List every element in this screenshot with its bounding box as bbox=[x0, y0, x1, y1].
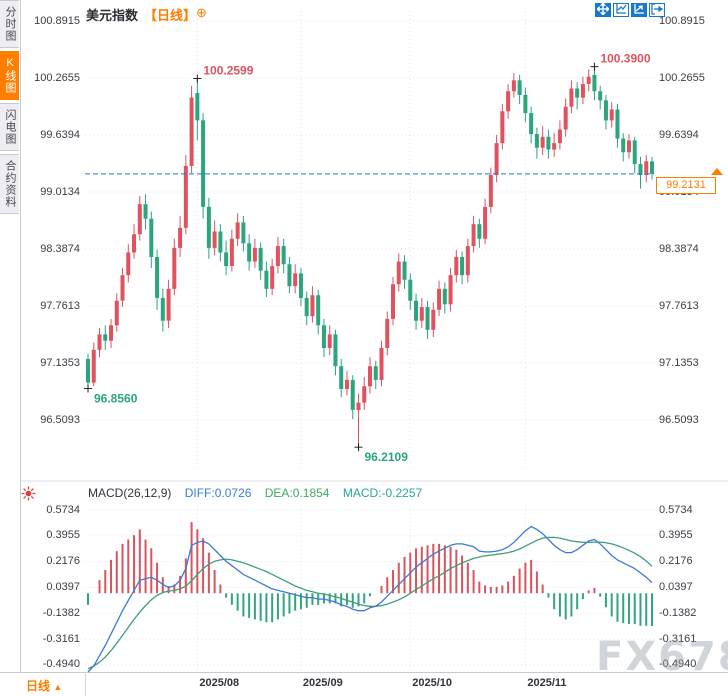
price-axis-label-right: 97.1353 bbox=[659, 356, 699, 369]
price-axis-label-right: 99.6394 bbox=[659, 128, 699, 141]
macd-axis-label-right: 0.2176 bbox=[659, 555, 693, 568]
macd-axis-label-right: 0.0397 bbox=[659, 580, 693, 593]
macd-axis-label-right: -0.4940 bbox=[659, 658, 697, 671]
price-axis-label-left: 98.3874 bbox=[40, 242, 80, 255]
period-selector[interactable]: 日线 ▲ bbox=[26, 677, 62, 694]
price-axis-label-right: 100.8915 bbox=[659, 14, 705, 27]
price-axis-label-left: 96.5093 bbox=[40, 413, 80, 426]
price-axis-label-left: 99.0134 bbox=[40, 185, 80, 198]
auto-fit-icon bbox=[633, 3, 645, 18]
sidebar-tab-kline-chart[interactable]: K线图 bbox=[0, 51, 19, 100]
macd-series bbox=[87, 522, 653, 673]
macd-axis-label-right: -0.1382 bbox=[659, 606, 697, 619]
footer-separator bbox=[85, 672, 86, 696]
price-axis-label-right: 97.7613 bbox=[659, 299, 699, 312]
current-price-tag: 99.2131 bbox=[656, 177, 716, 194]
price-annotation: 96.2109 bbox=[364, 450, 408, 464]
add-indicator-icon[interactable]: ⊕ bbox=[196, 5, 207, 20]
macd-axis-label-right: -0.3161 bbox=[659, 632, 697, 645]
chart-toolbar bbox=[595, 1, 665, 18]
price-annotation: 100.3900 bbox=[600, 52, 650, 66]
price-axis-label-left: 100.8915 bbox=[34, 14, 80, 27]
pan-button[interactable] bbox=[595, 1, 611, 18]
macd-dea-value: DEA:0.1854 bbox=[264, 486, 330, 500]
symbol-title: 美元指数 bbox=[86, 8, 139, 23]
price-annotation: 100.2599 bbox=[203, 64, 253, 78]
macd-axis-label-left: 0.2176 bbox=[46, 555, 80, 568]
macd-params-label: MACD(26,12,9) bbox=[88, 486, 172, 500]
period-selector-label: 日线 bbox=[26, 679, 51, 693]
restore-right-button[interactable] bbox=[649, 2, 665, 18]
pan-icon bbox=[595, 1, 611, 18]
sidebar: 分时图 K线图闪电图合约资料 bbox=[0, 0, 21, 696]
price-axis-label-right: 100.2655 bbox=[659, 71, 705, 84]
macd-axis-label-left: 0.0397 bbox=[46, 580, 80, 593]
macd-axis-label-left: -0.3161 bbox=[42, 632, 80, 645]
macd-axis-label-left: 0.5734 bbox=[46, 503, 80, 516]
restore-right-icon bbox=[651, 2, 664, 18]
macd-axis-label-left: -0.1382 bbox=[42, 606, 80, 619]
axis-zoom-icon bbox=[615, 3, 627, 18]
auto-fit-button[interactable] bbox=[631, 3, 647, 17]
diff-line bbox=[87, 525, 653, 673]
price-axis-label-left: 97.7613 bbox=[40, 299, 80, 312]
bottom-axis-bar bbox=[0, 672, 728, 696]
candlestick-series bbox=[86, 66, 654, 448]
macd-axis-label-left: 0.3955 bbox=[46, 529, 80, 542]
scroll-to-latest-icon[interactable] bbox=[711, 168, 723, 175]
sidebar-tab-time-chart[interactable]: 分时图 bbox=[0, 0, 19, 48]
price-axis-label-left: 99.6394 bbox=[40, 128, 80, 141]
annotations: 100.2599 100.3900 96.8560 96.2109 bbox=[84, 52, 651, 464]
sidebar-tab-flash-chart[interactable]: 闪电图 bbox=[0, 103, 19, 151]
price-axis-label-left: 100.2655 bbox=[34, 71, 80, 84]
macd-axis-label-right: 0.3955 bbox=[659, 529, 693, 542]
macd-axis-label-right: 0.5734 bbox=[659, 503, 693, 516]
date-axis-label: 2025/09 bbox=[302, 677, 343, 689]
date-axis-label: 2025/08 bbox=[199, 677, 240, 689]
price-axis-label-left: 97.1353 bbox=[40, 356, 80, 369]
price-axis-label-right: 96.5093 bbox=[659, 413, 699, 426]
macd-hist-value: MACD:-0.2257 bbox=[342, 486, 423, 500]
sidebar-tab-contract-info[interactable]: 合约资料 bbox=[0, 154, 19, 214]
dea-line bbox=[87, 536, 653, 670]
axis-zoom-button[interactable] bbox=[613, 3, 629, 17]
date-axis-label: 2025/10 bbox=[412, 677, 453, 689]
price-axis-label-right: 98.3874 bbox=[659, 242, 699, 255]
macd-axis-label-left: -0.4940 bbox=[42, 658, 80, 671]
price-annotation: 96.8560 bbox=[94, 391, 138, 405]
gridlines bbox=[21, 11, 728, 672]
macd-settings-icon[interactable] bbox=[21, 486, 36, 501]
period-tag[interactable]: 【日线】 bbox=[144, 8, 197, 23]
chevron-up-icon: ▲ bbox=[53, 682, 63, 692]
macd-header: MACD(26,12,9) DIFF:0.0726 DEA:0.1854 MAC… bbox=[88, 486, 432, 500]
date-axis-label: 2025/11 bbox=[527, 677, 567, 689]
macd-diff-value: DIFF:0.0726 bbox=[184, 486, 252, 500]
